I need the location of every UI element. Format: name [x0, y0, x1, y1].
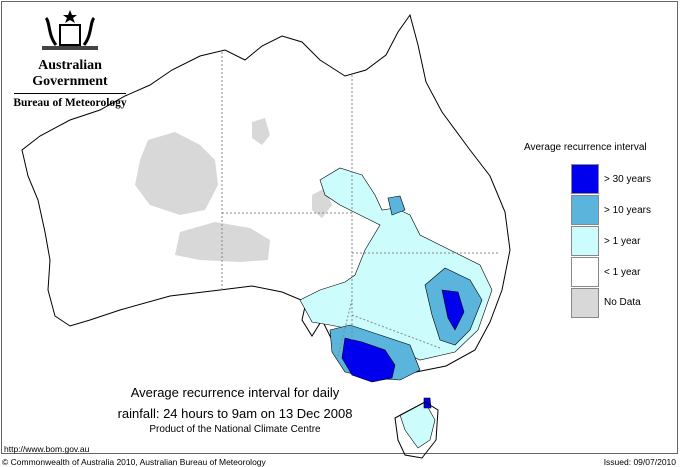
tasmania: [394, 401, 439, 459]
legend-swatch-nodata: [571, 288, 599, 318]
over-30-years-areas: [341, 289, 465, 409]
legend-label: No Data: [604, 297, 641, 308]
coat-of-arms-logo: [42, 10, 98, 50]
legend-swatch-lt1y: [571, 257, 599, 287]
map-title-line2: rainfall: 24 hours to 9am on 13 Dec 2008: [117, 406, 353, 421]
legend-swatch-10y: [571, 195, 599, 225]
copyright: © Commonwealth of Australia 2010, Austra…: [2, 457, 266, 467]
legend-label: > 30 years: [604, 174, 651, 185]
bureau-name: Bureau of Meteorology: [13, 97, 127, 109]
legend-swatch-30y: [571, 164, 599, 194]
map-frame: [1, 1, 678, 454]
legend-title: Average recurrence interval: [524, 142, 647, 153]
legend-label: < 1 year: [604, 267, 641, 278]
issued-date: Issued: 09/07/2010: [603, 457, 676, 467]
government-name: Australian Government: [32, 58, 108, 89]
legend-label: > 1 year: [604, 236, 641, 247]
map-title-line1: Average recurrence interval for daily: [130, 385, 340, 400]
product-credit: Product of the National Climate Centre: [149, 424, 321, 435]
state-borders: [221, 52, 498, 357]
legend-label: > 10 years: [604, 205, 651, 216]
legend-swatch-1y: [571, 226, 599, 256]
bom-url-link[interactable]: http://www.bom.gov.au: [4, 444, 90, 454]
government-logo: Australian Government Bureau of Meteorol…: [8, 8, 132, 109]
